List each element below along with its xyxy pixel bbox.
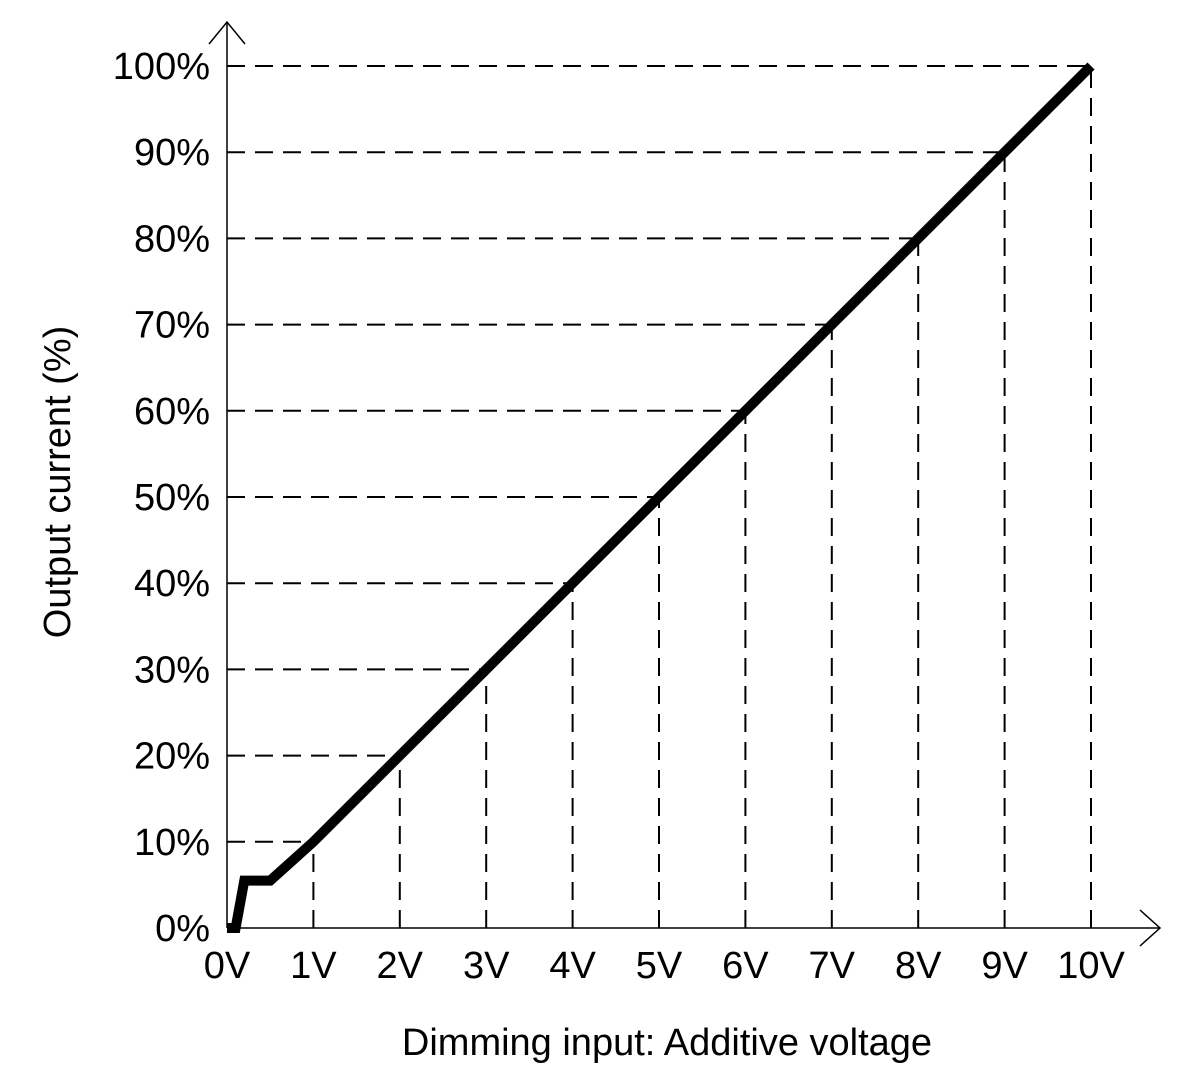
series-line-0 (227, 62, 1095, 933)
y-tick-label: 30% (134, 649, 210, 691)
y-tick-label: 0% (155, 908, 210, 950)
y-tick-label: 70% (134, 305, 210, 347)
y-tick-labels: 0% 10% 20% 30% 40% 50% 60% 70% 80% 90% 100% (113, 46, 210, 950)
x-tick-label: 10V (1057, 945, 1125, 987)
y-tick-label: 100% (113, 46, 210, 88)
x-tick-label: 9V (981, 945, 1028, 987)
x-tick-label: 0V (204, 945, 251, 987)
x-tick-label: 3V (463, 945, 510, 987)
axes (208, 20, 1162, 947)
y-axis-arrow-icon (208, 20, 246, 45)
y-tick-label: 90% (134, 132, 210, 174)
y-tick-label: 20% (134, 736, 210, 778)
x-tick-label: 6V (722, 945, 769, 987)
x-tick-labels: 0V 1V 2V 3V 4V 5V 6V 7V 8V 9V 10V (204, 945, 1126, 987)
y-tick-label: 50% (134, 477, 210, 519)
y-tick-label: 10% (134, 822, 210, 864)
y-tick-label: 60% (134, 391, 210, 433)
y-tick-label: 40% (134, 563, 210, 605)
y-tick-label: 80% (134, 218, 210, 260)
y-axis-title: Output current (%) (37, 326, 79, 639)
x-tick-label: 4V (549, 945, 596, 987)
x-tick-label: 7V (809, 945, 856, 987)
x-tick-label: 1V (290, 945, 337, 987)
x-tick-label: 8V (895, 945, 942, 987)
x-tick-label: 5V (636, 945, 683, 987)
series (227, 62, 1095, 933)
x-tick-label: 2V (377, 945, 424, 987)
x-axis-arrow-icon (1139, 909, 1162, 947)
grid-lines (227, 65, 1092, 928)
x-axis-title: Dimming input: Additive voltage (402, 1022, 932, 1064)
